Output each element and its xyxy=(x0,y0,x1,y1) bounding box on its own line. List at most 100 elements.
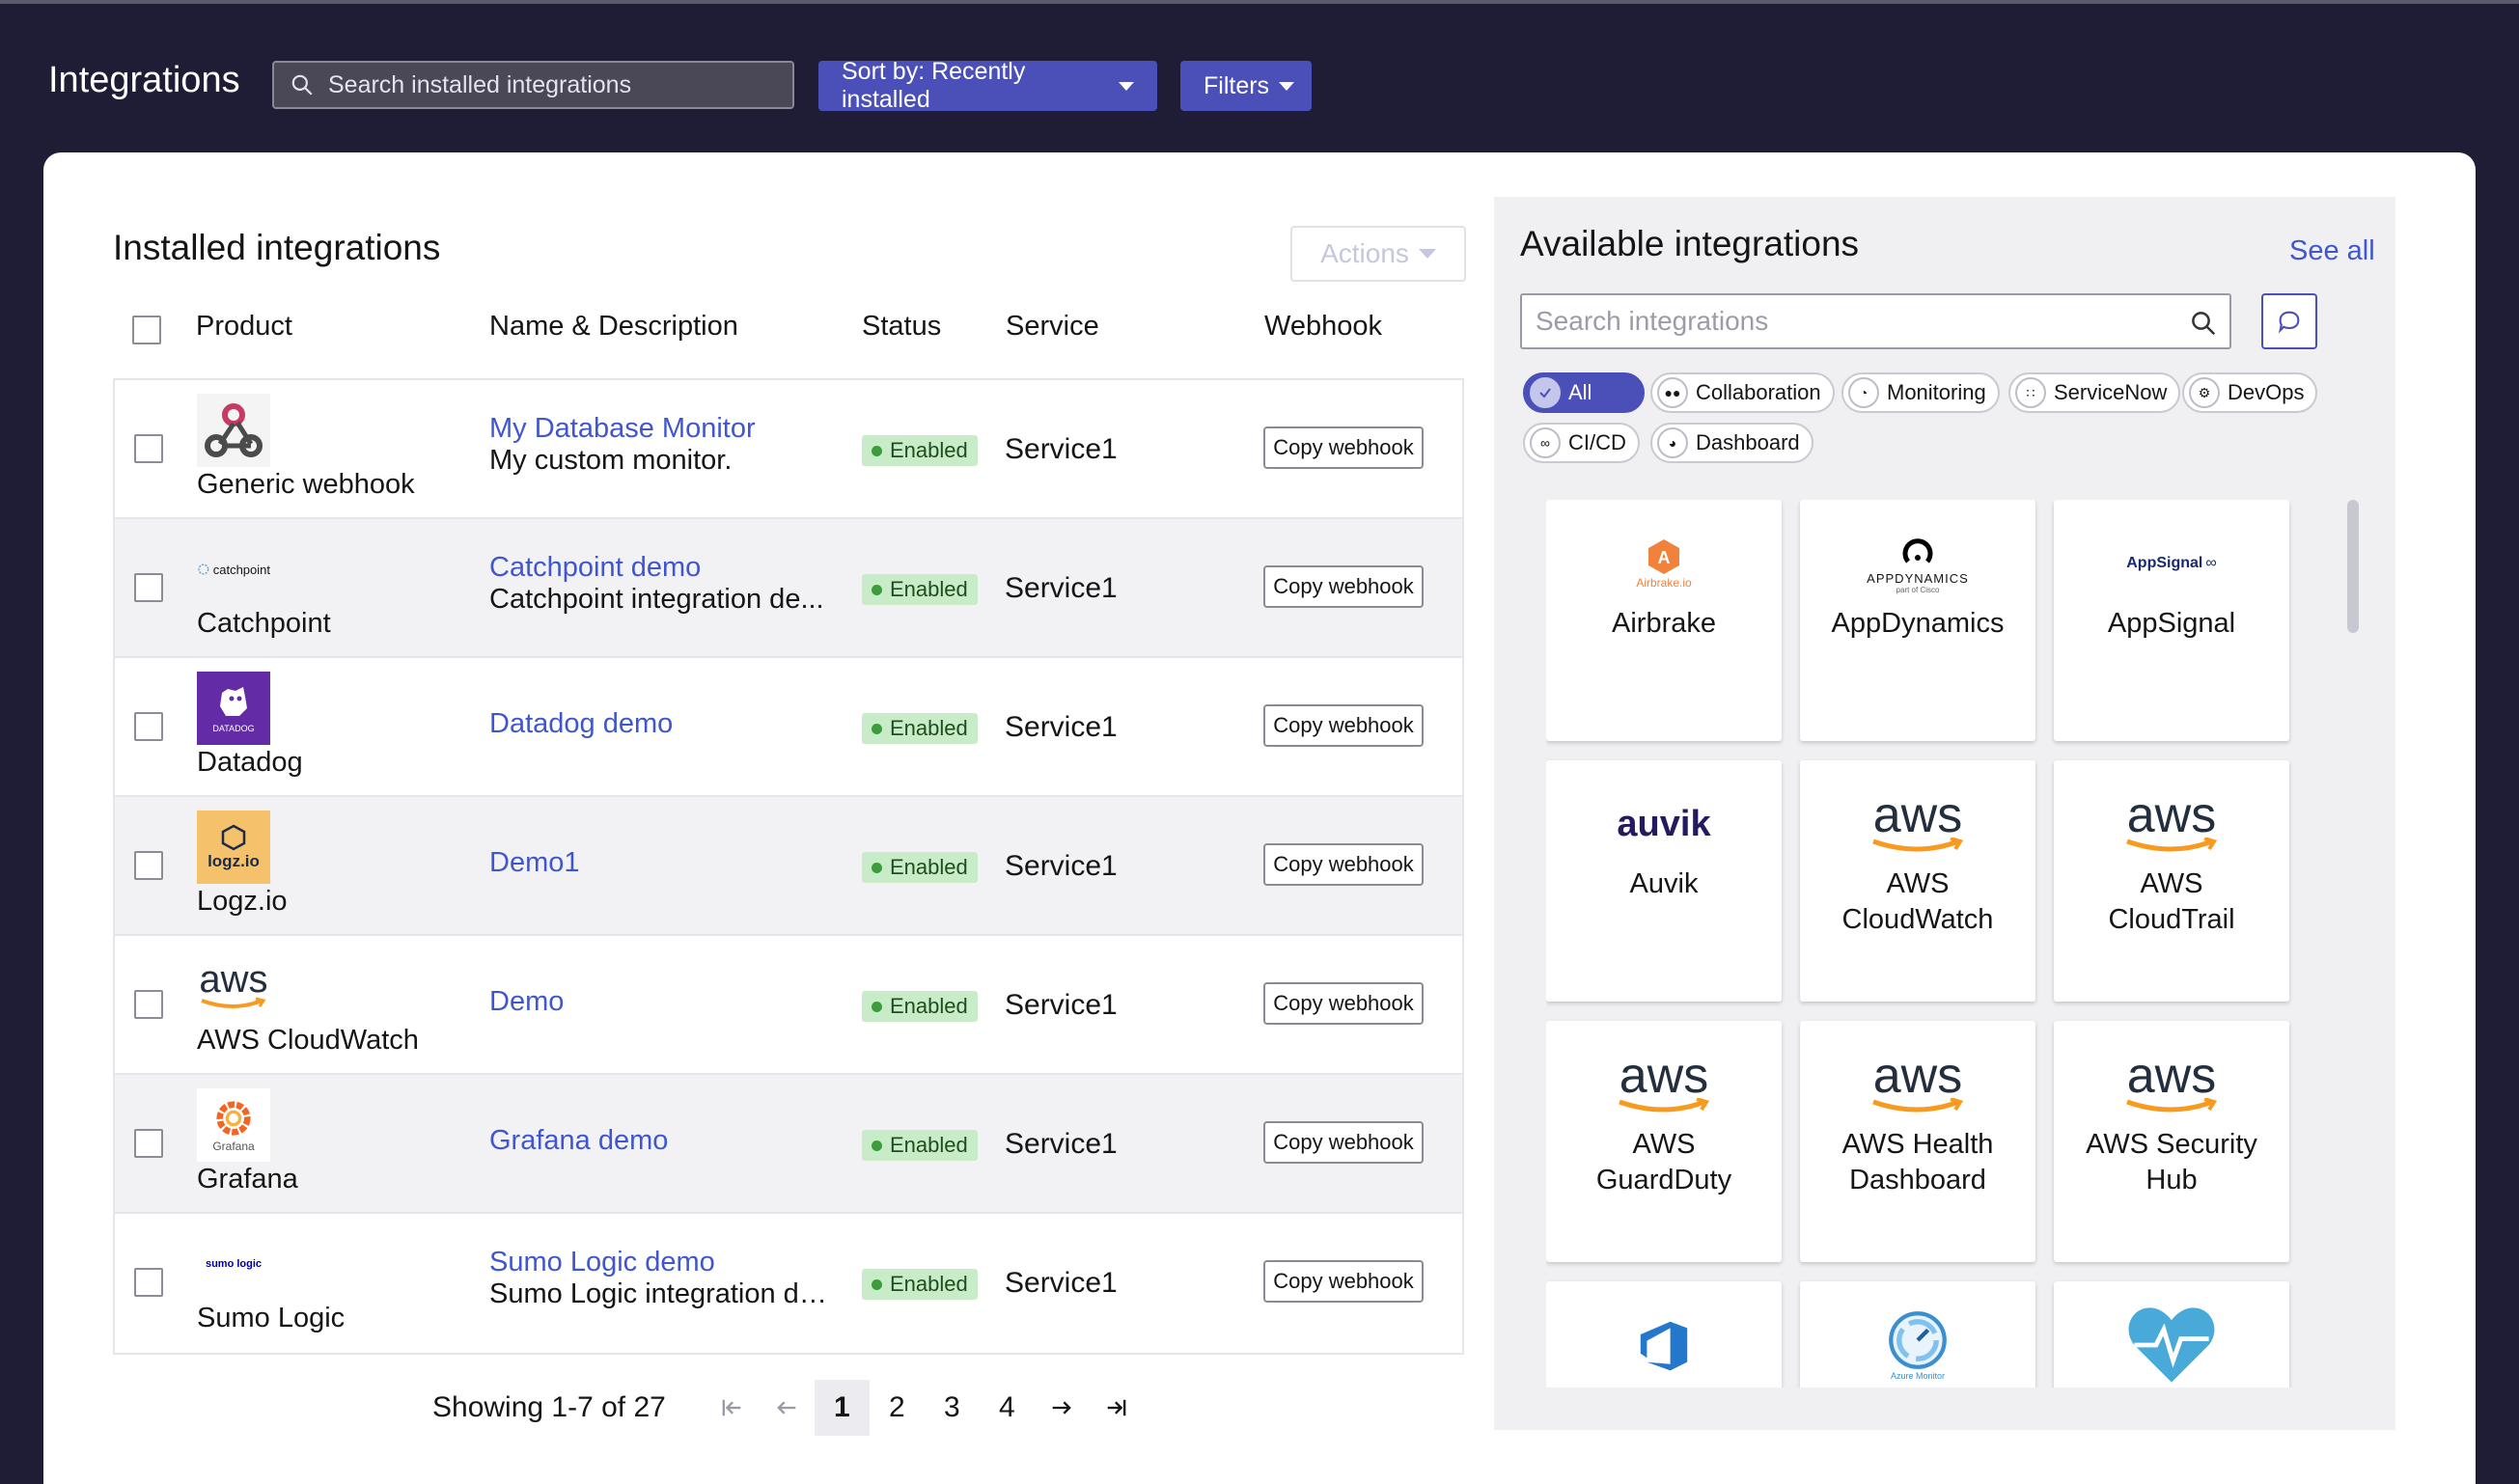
available-search-input[interactable] xyxy=(1536,306,2173,337)
copy-webhook-button[interactable]: Copy webhook xyxy=(1263,704,1424,747)
people-icon: ●● xyxy=(1657,377,1688,408)
copy-webhook-button[interactable]: Copy webhook xyxy=(1263,1260,1424,1303)
integration-tile[interactable]: AppSignal ∞ AppSignal xyxy=(2054,500,2289,741)
column-header-webhook[interactable]: Webhook xyxy=(1264,311,1382,342)
page-title: Integrations xyxy=(48,60,240,100)
chip-dashboard[interactable]: ◕ Dashboard xyxy=(1650,423,1813,463)
page-2-button[interactable]: 2 xyxy=(889,1391,905,1423)
pagination: Showing 1-7 of 27 1 2 3 4 xyxy=(432,1380,1145,1436)
row-checkbox[interactable] xyxy=(134,1268,163,1297)
status-text: Enabled xyxy=(890,438,968,462)
integration-tile[interactable] xyxy=(2054,1281,2289,1388)
appdynamics-logo-subtext: part of Cisco xyxy=(1896,586,1940,594)
copy-webhook-button[interactable]: Copy webhook xyxy=(1263,982,1424,1025)
row-checkbox[interactable] xyxy=(134,573,163,602)
copy-webhook-button[interactable]: Copy webhook xyxy=(1263,843,1424,886)
previous-page-icon[interactable] xyxy=(760,1380,815,1436)
chip-devops[interactable]: ⚙ DevOps xyxy=(2182,372,2318,413)
table-row[interactable]: logz.io Logz.io Demo1 Enabled Service1 C… xyxy=(115,797,1462,936)
integration-name-link[interactable]: Sumo Logic demo xyxy=(489,1247,715,1278)
chip-servicenow[interactable]: ∷ ServiceNow xyxy=(2008,372,2181,413)
installed-search-box[interactable] xyxy=(272,61,794,109)
sumologic-logo: sumo logic xyxy=(197,1227,270,1301)
product-name: Generic webhook xyxy=(197,469,415,500)
integration-description: Catchpoint integration de... xyxy=(489,584,824,615)
column-header-name[interactable]: Name & Description xyxy=(489,311,738,342)
tile-scrollbar[interactable] xyxy=(2343,496,2363,1391)
table-row[interactable]: sumo logic Sumo Logic Sumo Logic demo Su… xyxy=(115,1214,1462,1353)
main-card: Installed integrations Actions Product N… xyxy=(43,152,2476,1484)
filters-button[interactable]: Filters xyxy=(1180,61,1312,111)
integration-tile[interactable] xyxy=(1546,1281,1782,1388)
installed-search-input[interactable] xyxy=(328,70,782,99)
integration-name-link[interactable]: Datadog demo xyxy=(489,708,674,739)
table-row[interactable]: Grafana Grafana Grafana demo Enabled Ser… xyxy=(115,1075,1462,1214)
status-text: Enabled xyxy=(890,994,968,1018)
first-page-icon[interactable] xyxy=(705,1380,760,1436)
scrollbar-thumb[interactable] xyxy=(2347,500,2359,633)
integration-tile[interactable]: aws AWS CloudTrail xyxy=(2054,760,2289,1002)
column-header-status[interactable]: Status xyxy=(862,311,942,342)
chip-cicd[interactable]: ∞ CI/CD xyxy=(1523,423,1640,463)
webhook-icon xyxy=(197,394,270,467)
aws-logo-text: aws xyxy=(2126,787,2217,843)
integration-tile[interactable]: auvik Auvik xyxy=(1546,760,1782,1002)
aws-logo-text: aws xyxy=(1872,787,1963,843)
chip-all[interactable]: All xyxy=(1523,372,1645,413)
chip-label: Monitoring xyxy=(1887,380,1986,404)
integration-tile[interactable]: aws AWS Health Dashboard xyxy=(1800,1021,2035,1262)
copy-webhook-button[interactable]: Copy webhook xyxy=(1263,565,1424,608)
select-all-checkbox[interactable] xyxy=(132,316,161,344)
chip-label: All xyxy=(1568,380,1592,404)
row-checkbox[interactable] xyxy=(134,1129,163,1158)
feedback-button[interactable] xyxy=(2261,293,2317,349)
copy-webhook-button[interactable]: Copy webhook xyxy=(1263,426,1424,469)
caret-down-icon xyxy=(1279,81,1295,91)
auvik-logo: auvik xyxy=(1546,785,1782,863)
integration-tile[interactable]: aws AWS GuardDuty xyxy=(1546,1021,1782,1262)
grafana-logo: Grafana xyxy=(197,1088,270,1162)
integration-name-link[interactable]: My Database Monitor xyxy=(489,413,756,444)
chip-collaboration[interactable]: ●● Collaboration xyxy=(1650,372,1835,413)
appdynamics-logo: APPDYNAMICS part of Cisco xyxy=(1800,525,2035,602)
page-1-button[interactable]: 1 xyxy=(814,1380,870,1436)
appdynamics-logo-text: APPDYNAMICS xyxy=(1867,571,1969,586)
status-text: Enabled xyxy=(890,1272,968,1296)
integration-tile[interactable]: APPDYNAMICS part of Cisco AppDynamics xyxy=(1800,500,2035,741)
page-3-button[interactable]: 3 xyxy=(944,1391,960,1423)
integration-tile[interactable]: aws AWS Security Hub xyxy=(2054,1021,2289,1262)
next-page-icon[interactable] xyxy=(1035,1380,1090,1436)
integration-tile-grid: A Airbrake.io Airbrake APPDYNAMICS part … xyxy=(1546,500,2347,1388)
row-checkbox[interactable] xyxy=(134,990,163,1019)
aws-logo: aws xyxy=(1800,1046,2035,1123)
row-checkbox[interactable] xyxy=(134,434,163,463)
see-all-link[interactable]: See all xyxy=(2289,235,2375,266)
integration-tile[interactable]: Azure Monitor xyxy=(1800,1281,2035,1388)
column-header-service[interactable]: Service xyxy=(1006,311,1099,342)
integration-name-link[interactable]: Grafana demo xyxy=(489,1125,669,1156)
column-header-product[interactable]: Product xyxy=(196,311,292,342)
integration-name-link[interactable]: Catchpoint demo xyxy=(489,552,702,583)
installed-title: Installed integrations xyxy=(113,228,441,267)
integration-tile[interactable]: A Airbrake.io Airbrake xyxy=(1546,500,1782,741)
copy-webhook-button[interactable]: Copy webhook xyxy=(1263,1121,1424,1164)
available-search-box[interactable] xyxy=(1520,293,2231,349)
row-checkbox[interactable] xyxy=(134,851,163,880)
page-4-button[interactable]: 4 xyxy=(999,1391,1015,1423)
table-row[interactable]: aws AWS CloudWatch Demo Enabled Service1… xyxy=(115,936,1462,1075)
row-checkbox[interactable] xyxy=(134,712,163,741)
product-name: AWS CloudWatch xyxy=(197,1025,419,1056)
search-icon[interactable] xyxy=(2189,309,2218,338)
integration-name-link[interactable]: Demo1 xyxy=(489,847,580,878)
status-dot-icon xyxy=(872,445,882,456)
table-row[interactable]: DATADOG Datadog Datadog demo Enabled Ser… xyxy=(115,658,1462,797)
chip-monitoring[interactable]: ◔ Monitoring xyxy=(1841,372,2000,413)
last-page-icon[interactable] xyxy=(1090,1380,1145,1436)
product-name: Catchpoint xyxy=(197,608,331,639)
table-row[interactable]: catchpoint Catchpoint Catchpoint demo Ca… xyxy=(115,519,1462,658)
integration-tile[interactable]: aws AWS CloudWatch xyxy=(1800,760,2035,1002)
table-row[interactable]: Generic webhook My Database Monitor My c… xyxy=(115,380,1462,519)
integration-name-link[interactable]: Demo xyxy=(489,986,565,1017)
actions-button[interactable]: Actions xyxy=(1290,226,1466,282)
sort-dropdown-button[interactable]: Sort by: Recently installed xyxy=(818,58,1157,113)
